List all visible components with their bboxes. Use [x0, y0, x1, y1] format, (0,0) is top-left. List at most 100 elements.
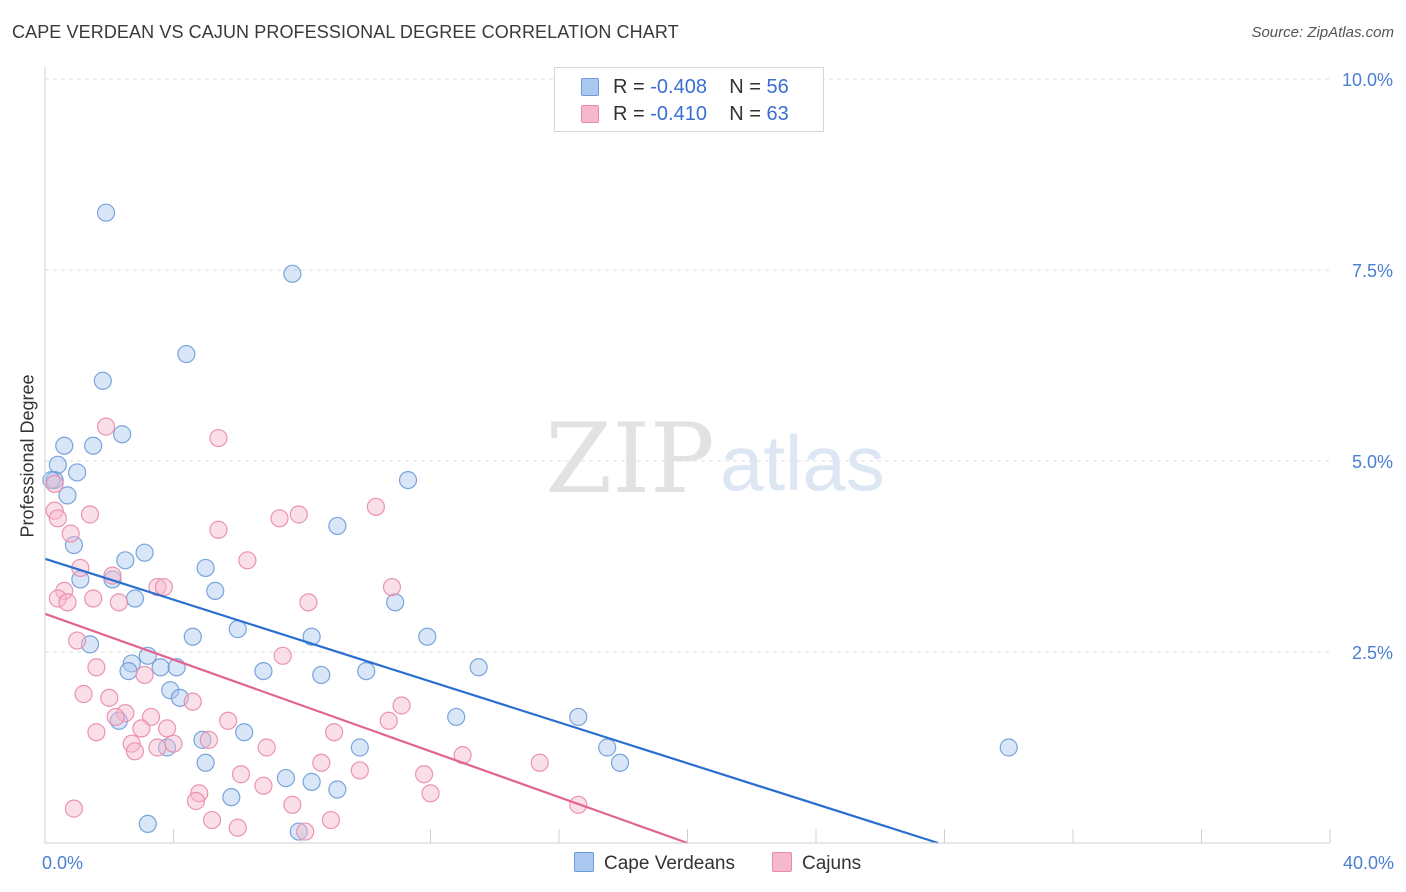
cape-verdean-point: [289, 822, 308, 841]
cajun-point: [48, 509, 67, 528]
cajun-point: [125, 742, 145, 761]
cape-verdean-point: [68, 463, 87, 482]
cape-verdean-point: [235, 723, 254, 742]
cajun-point: [392, 696, 411, 715]
cajun-point: [58, 593, 77, 612]
y-tick-label: 7.5%: [1352, 261, 1393, 281]
legend-r-label: R =: [613, 76, 651, 98]
cape-verdean-point: [55, 436, 74, 455]
legend: R = -0.408 N = 56 R = -0.410 N = 63: [554, 67, 824, 132]
cajun-point: [183, 692, 202, 711]
chart-title: CAPE VERDEAN VS CAJUN PROFESSIONAL DEGRE…: [12, 22, 679, 42]
legend-n-label: N =: [729, 103, 767, 125]
cape-verdean-point: [398, 471, 418, 490]
cape-verdean-point: [206, 581, 225, 600]
cape-verdean-point: [125, 589, 145, 608]
cape-verdean-point: [84, 436, 103, 455]
cajun-point: [270, 509, 289, 528]
bottom-legend-label: Cape Verdeans: [604, 853, 735, 874]
cape-verdean-point: [328, 516, 347, 536]
cajun-point: [283, 795, 302, 814]
cape-verdean-point: [283, 264, 302, 283]
cajun-point: [296, 822, 315, 841]
cape-verdean-point: [193, 730, 212, 749]
legend-swatch-pink: [581, 105, 599, 123]
cajun-point: [61, 524, 80, 543]
cape-verdean-point: [161, 681, 180, 700]
cape-verdean-point: [58, 486, 77, 505]
cajun-point: [186, 791, 206, 811]
cape-verdean-point: [135, 543, 154, 562]
cajun-point: [289, 505, 308, 524]
cajun-point: [80, 505, 100, 524]
legend-swatch-blue: [581, 78, 599, 96]
legend-r-label: R =: [613, 103, 651, 125]
cape-verdean-point: [177, 344, 196, 364]
bottom-legend-label: Cajuns: [802, 853, 862, 874]
cajun-point: [45, 474, 64, 494]
cape-verdean-point: [119, 661, 138, 681]
cajun-point: [154, 577, 173, 597]
cajun-point: [109, 593, 128, 612]
cajun-point: [96, 417, 116, 436]
x-tick-label-max: 40.0%: [1343, 853, 1394, 873]
bottom-legend-cape-verdeans: Cape Verdeans: [574, 852, 735, 875]
cape-verdean-point: [196, 753, 215, 772]
trend-lines: [44, 557, 939, 845]
cape-verdean-point: [357, 661, 376, 681]
cape-verdean-point: [96, 203, 116, 222]
cape-verdean-point: [116, 551, 135, 570]
cajun-point: [87, 723, 106, 742]
legend-r-value: -0.410: [650, 103, 707, 125]
cape-verdean-trend-line: [44, 557, 939, 845]
cajun-point: [106, 707, 125, 727]
cape-verdean-point: [64, 535, 84, 555]
cajun-point: [132, 719, 151, 738]
cape-verdean-point: [598, 738, 617, 757]
y-tick-label: 2.5%: [1352, 643, 1393, 663]
cape-verdean-point: [302, 627, 321, 646]
cajun-trend-line: [44, 612, 688, 845]
cajun-point: [48, 589, 67, 608]
cape-verdean-point: [350, 738, 369, 757]
cape-verdean-point: [610, 753, 630, 772]
cajun-point: [135, 665, 154, 685]
cape-verdean-point: [222, 788, 241, 807]
cajun-point: [257, 738, 276, 757]
cajun-point: [421, 784, 440, 803]
cajun-point: [209, 428, 228, 448]
cape-verdean-point: [254, 661, 273, 681]
cajun-point: [219, 711, 238, 730]
cajun-point: [55, 581, 74, 600]
cajun-point: [100, 688, 119, 707]
watermark-atlas: atlas: [720, 419, 885, 507]
cajun-point: [238, 551, 257, 570]
cajun-point: [382, 577, 402, 597]
cajun-point: [379, 711, 398, 730]
data-points: [42, 203, 1018, 841]
cajun-point: [325, 723, 344, 742]
cajun-point: [74, 684, 93, 704]
cajun-point: [273, 646, 292, 665]
cape-verdean-point: [183, 627, 202, 646]
cajun-point: [202, 810, 222, 830]
cajun-point: [87, 658, 106, 677]
cajun-point: [312, 753, 331, 772]
cape-verdean-point: [276, 768, 296, 788]
y-axis-label: Professional Degree: [17, 374, 38, 538]
cajun-point: [299, 593, 318, 612]
cajun-point: [366, 497, 385, 516]
cape-verdean-point: [302, 772, 321, 791]
cape-verdean-point: [386, 593, 405, 612]
cape-verdean-point: [48, 455, 67, 474]
cajun-point: [84, 589, 103, 608]
cape-verdean-point: [112, 425, 132, 444]
cape-verdean-point: [569, 707, 588, 727]
axes: 2.5% 5.0% 7.5% 10.0% 0.0% 40.0%: [42, 67, 1394, 873]
legend-text: R = -0.410 N = 63: [613, 103, 789, 126]
cajun-point: [116, 704, 135, 723]
cajun-point: [414, 765, 434, 784]
bottom-legend-swatch-blue: [574, 852, 594, 872]
cajun-point: [209, 520, 228, 539]
cape-verdean-point: [469, 658, 488, 677]
